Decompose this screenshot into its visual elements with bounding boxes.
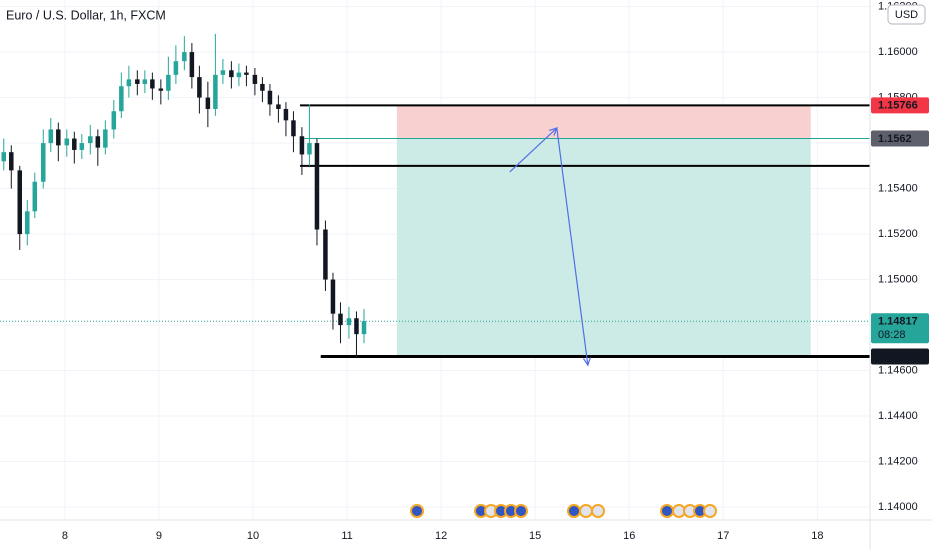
- candle-body: [252, 74, 258, 84]
- candle-body: [314, 143, 320, 230]
- target-zone: [396, 138, 811, 357]
- candle-body: [48, 129, 54, 144]
- event-icon[interactable]: [514, 504, 528, 518]
- candle-body: [354, 318, 359, 335]
- candle-body: [307, 143, 312, 155]
- price-tag: [871, 348, 929, 365]
- candle-body: [346, 318, 352, 326]
- price-tag: [871, 97, 929, 114]
- candle-body: [88, 136, 93, 144]
- y-tick-label: 1.14400: [878, 410, 918, 422]
- candle-body: [119, 86, 124, 112]
- y-tick-label: 1.16000: [878, 46, 918, 58]
- x-tick-label: 10: [247, 530, 259, 542]
- candle-body: [103, 129, 108, 148]
- event-icon[interactable]: [591, 504, 605, 518]
- stop-zone: [396, 105, 811, 139]
- candle-body: [276, 104, 281, 109]
- candle-body: [135, 79, 140, 84]
- candle-body: [166, 74, 171, 91]
- candle-body: [1, 152, 7, 162]
- candle-body: [197, 77, 202, 98]
- candle-body: [229, 70, 234, 78]
- x-tick-label: 16: [623, 530, 635, 542]
- candle-body: [330, 279, 336, 314]
- y-tick-label: 1.14600: [878, 364, 918, 376]
- candle-body: [56, 129, 61, 146]
- y-tick-label: 1.15400: [878, 182, 918, 194]
- x-tick-label: 8: [62, 530, 68, 542]
- x-tick-label: 17: [717, 530, 729, 542]
- candle-body: [95, 136, 101, 148]
- arrow-head: [582, 357, 591, 367]
- candle-body: [158, 88, 164, 91]
- candle-body: [189, 52, 195, 78]
- price-tag-label: 1.1562: [878, 133, 912, 145]
- x-tick-label: 11: [341, 530, 352, 542]
- current-price-tag: [871, 313, 929, 344]
- candle-body: [9, 152, 14, 171]
- candle-body: [25, 211, 30, 235]
- currency-label[interactable]: USD: [895, 9, 918, 21]
- candle-body: [323, 229, 328, 280]
- candle-body: [182, 52, 187, 62]
- candle-body: [213, 74, 218, 109]
- x-tick-label: 9: [156, 530, 162, 542]
- countdown-label: 08:28: [878, 329, 906, 341]
- candle-body: [126, 79, 132, 87]
- x-tick-label: 18: [811, 530, 823, 542]
- candle-body: [283, 108, 289, 121]
- event-icon[interactable]: [579, 504, 593, 518]
- candle-body: [150, 79, 155, 89]
- candle-body: [244, 72, 249, 75]
- candle-body: [64, 138, 70, 146]
- axes: 1.140001.142001.144001.146001.148001.150…: [62, 1, 918, 542]
- candle-body: [361, 321, 367, 335]
- currency-button[interactable]: [887, 4, 926, 25]
- y-tick-label: 1.15000: [878, 273, 918, 285]
- candle-body: [32, 181, 38, 212]
- candle-body: [41, 143, 46, 182]
- candle-body: [299, 136, 305, 155]
- event-icon[interactable]: [410, 504, 424, 518]
- y-tick-label: 1.14000: [878, 501, 918, 513]
- candle-body: [142, 79, 148, 84]
- candle-body: [111, 111, 117, 130]
- candle-body: [260, 83, 265, 91]
- x-tick-label: 12: [435, 530, 447, 542]
- candle-body: [79, 143, 85, 150]
- candle-body: [267, 90, 273, 105]
- candle-body: [220, 70, 226, 75]
- chart-title: Euro / U.S. Dollar, 1h, FXCM: [6, 8, 166, 22]
- event-icon[interactable]: [703, 504, 717, 518]
- candle-body: [17, 170, 23, 235]
- candle-body: [291, 120, 296, 137]
- event-icon[interactable]: [567, 504, 581, 518]
- candle-body: [205, 97, 211, 109]
- candle-body: [173, 61, 179, 75]
- y-tick-label: 1.14200: [878, 455, 918, 467]
- candle-body: [236, 72, 242, 78]
- y-tick-label: 1.15200: [878, 228, 918, 240]
- price-tag-label: 1.14662: [878, 351, 918, 363]
- price-tag-label: 1.15766: [878, 100, 918, 112]
- arrow-head: [548, 127, 558, 136]
- event-icon[interactable]: [660, 504, 674, 518]
- x-tick-label: 15: [529, 530, 541, 542]
- price-tag: [871, 130, 929, 147]
- candle-body: [338, 313, 343, 326]
- event-icons: [410, 504, 717, 518]
- plot: [0, 33, 870, 367]
- current-price-label: 1.14817: [878, 316, 918, 328]
- candle-body: [72, 138, 77, 150]
